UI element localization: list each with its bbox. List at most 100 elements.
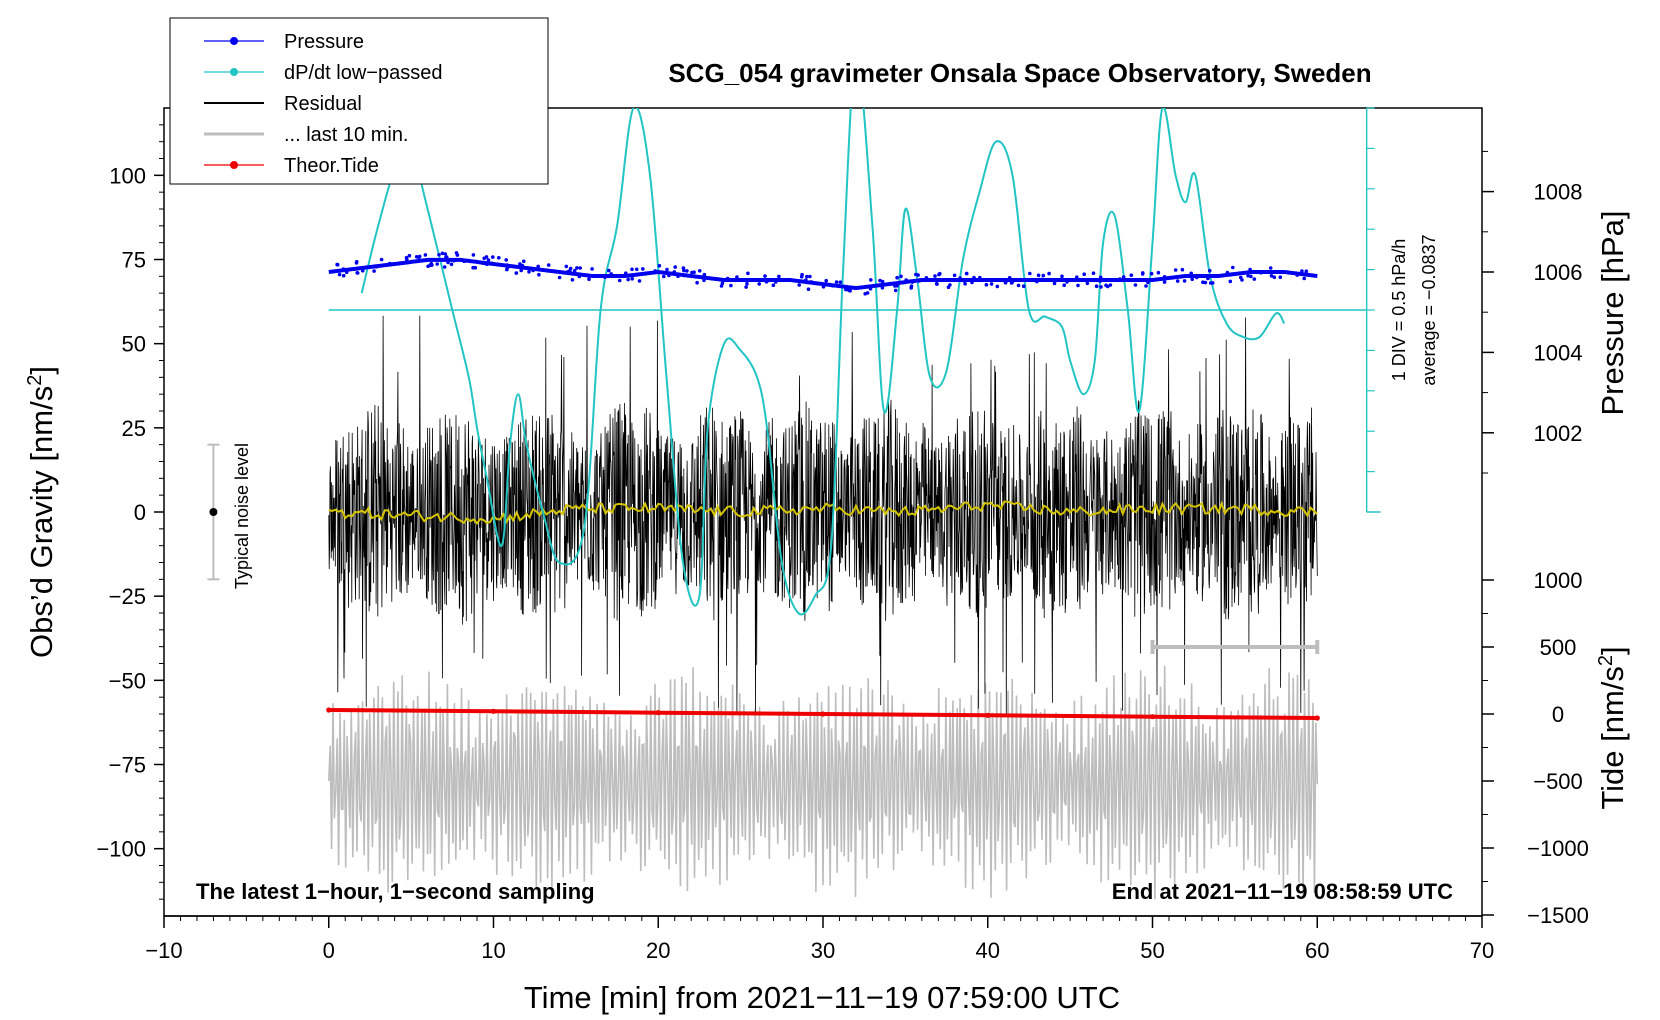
tide-point bbox=[1149, 714, 1156, 720]
pressure-point bbox=[868, 287, 873, 291]
tide-point bbox=[1314, 715, 1320, 721]
pressure-point bbox=[914, 272, 918, 277]
pressure-point bbox=[917, 279, 921, 283]
pressure-point bbox=[1300, 269, 1304, 273]
pressure-point bbox=[924, 276, 929, 280]
legend-label: Residual bbox=[284, 93, 362, 115]
pressure-point bbox=[809, 280, 814, 284]
pressure-point bbox=[984, 282, 989, 287]
pressure-point bbox=[1278, 275, 1283, 280]
pressure-point bbox=[536, 264, 540, 269]
x-tick-label: −10 bbox=[145, 938, 182, 963]
tide-tick-label: 1000 bbox=[1534, 568, 1583, 593]
pressure-point bbox=[471, 253, 476, 257]
gravity-axis: 100 75 50 25 0 −25 −50 −75 −100 bbox=[96, 124, 164, 900]
pressure-point bbox=[335, 262, 340, 267]
pressure-point bbox=[673, 265, 677, 269]
pressure-point bbox=[989, 282, 994, 286]
pressure-point bbox=[797, 283, 801, 287]
pressure-point bbox=[937, 272, 941, 277]
footer-left-label: The latest 1−hour, 1−second sampling bbox=[196, 879, 595, 904]
pressure-point bbox=[1028, 271, 1032, 276]
pressure-point bbox=[1098, 279, 1102, 283]
pressure-point bbox=[834, 280, 839, 284]
pressure-point bbox=[685, 269, 689, 273]
pressure-point bbox=[491, 255, 495, 259]
pressure-point bbox=[824, 278, 828, 283]
pressure-point bbox=[909, 286, 913, 290]
gravity-tick-label: −50 bbox=[109, 668, 146, 693]
dpdt-line bbox=[360, 108, 1286, 616]
pressure-point bbox=[1269, 274, 1274, 278]
pressure-point bbox=[527, 270, 531, 274]
last-10-min-bracket bbox=[1150, 640, 1320, 654]
gravity-tick-label: 75 bbox=[122, 248, 146, 273]
theoretical-tide-series bbox=[326, 707, 1320, 721]
pressure-point bbox=[1141, 271, 1145, 275]
pressure-point bbox=[546, 263, 551, 267]
residual-series bbox=[328, 315, 1318, 714]
residual-line bbox=[328, 315, 1318, 714]
pressure-point bbox=[995, 284, 1000, 289]
pressure-point bbox=[442, 265, 447, 269]
pressure-point bbox=[682, 273, 686, 278]
pressure-point bbox=[1082, 272, 1086, 277]
pressure-point bbox=[1207, 274, 1211, 279]
pressure-point bbox=[893, 288, 898, 293]
pressure-point bbox=[1052, 281, 1057, 286]
pressure-point bbox=[505, 267, 509, 272]
pressure-point bbox=[1054, 278, 1058, 283]
pressure-point bbox=[575, 266, 579, 270]
tide-tick-label: 500 bbox=[1540, 635, 1577, 660]
pressure-point bbox=[1144, 284, 1148, 288]
pressure-series bbox=[328, 251, 1318, 296]
pressure-point bbox=[1099, 285, 1103, 289]
pressure-point bbox=[963, 282, 967, 286]
pressure-point bbox=[804, 278, 808, 282]
pressure-point bbox=[407, 253, 412, 258]
pressure-point bbox=[1248, 267, 1252, 272]
gravity-tick-label: −75 bbox=[109, 753, 146, 778]
pressure-point bbox=[799, 274, 804, 279]
pressure-point bbox=[1098, 275, 1103, 280]
pressure-point bbox=[1133, 283, 1138, 287]
pressure-point bbox=[1162, 280, 1167, 284]
pressure-point bbox=[838, 280, 843, 285]
pressure-point bbox=[1272, 275, 1277, 280]
pressure-point bbox=[721, 278, 725, 283]
pressure-point bbox=[417, 254, 422, 259]
pressure-point bbox=[1180, 267, 1185, 272]
legend: Pressure dP/dt low−passed Residual ... last… bbox=[169, 17, 549, 185]
tide-point bbox=[985, 712, 991, 718]
gravity-tick-label: 25 bbox=[122, 416, 146, 441]
noise-center-dot bbox=[209, 508, 218, 516]
pressure-point bbox=[1190, 277, 1194, 282]
pressure-point bbox=[667, 273, 671, 278]
pressure-point bbox=[1162, 275, 1167, 279]
pressure-point bbox=[449, 262, 454, 267]
pressure-point bbox=[681, 266, 686, 270]
pressure-point bbox=[746, 271, 750, 276]
pressure-axis-title: Pressure [hPa] bbox=[1595, 210, 1630, 415]
pressure-point bbox=[1175, 279, 1180, 283]
pressure-point bbox=[519, 268, 523, 273]
pressure-point bbox=[1129, 273, 1134, 278]
pressure-point bbox=[1156, 270, 1161, 275]
pressure-point bbox=[527, 266, 532, 271]
pressure-point bbox=[1035, 279, 1039, 284]
pressure-tick-label: 1008 bbox=[1534, 180, 1583, 205]
pressure-point bbox=[341, 267, 346, 271]
pressure-point bbox=[1239, 275, 1243, 280]
pressure-point bbox=[764, 280, 769, 284]
pressure-point bbox=[1302, 276, 1306, 281]
pressure-point bbox=[435, 262, 440, 266]
pressure-point bbox=[899, 274, 903, 279]
pressure-tick-label: 1002 bbox=[1534, 421, 1583, 446]
x-tick-label: 20 bbox=[646, 938, 670, 963]
x-tick-label: 60 bbox=[1305, 938, 1329, 963]
pressure-point bbox=[564, 264, 569, 269]
last-10-min-line bbox=[328, 665, 1319, 900]
gravity-tick-label: 0 bbox=[134, 500, 146, 525]
pressure-point bbox=[372, 269, 376, 273]
